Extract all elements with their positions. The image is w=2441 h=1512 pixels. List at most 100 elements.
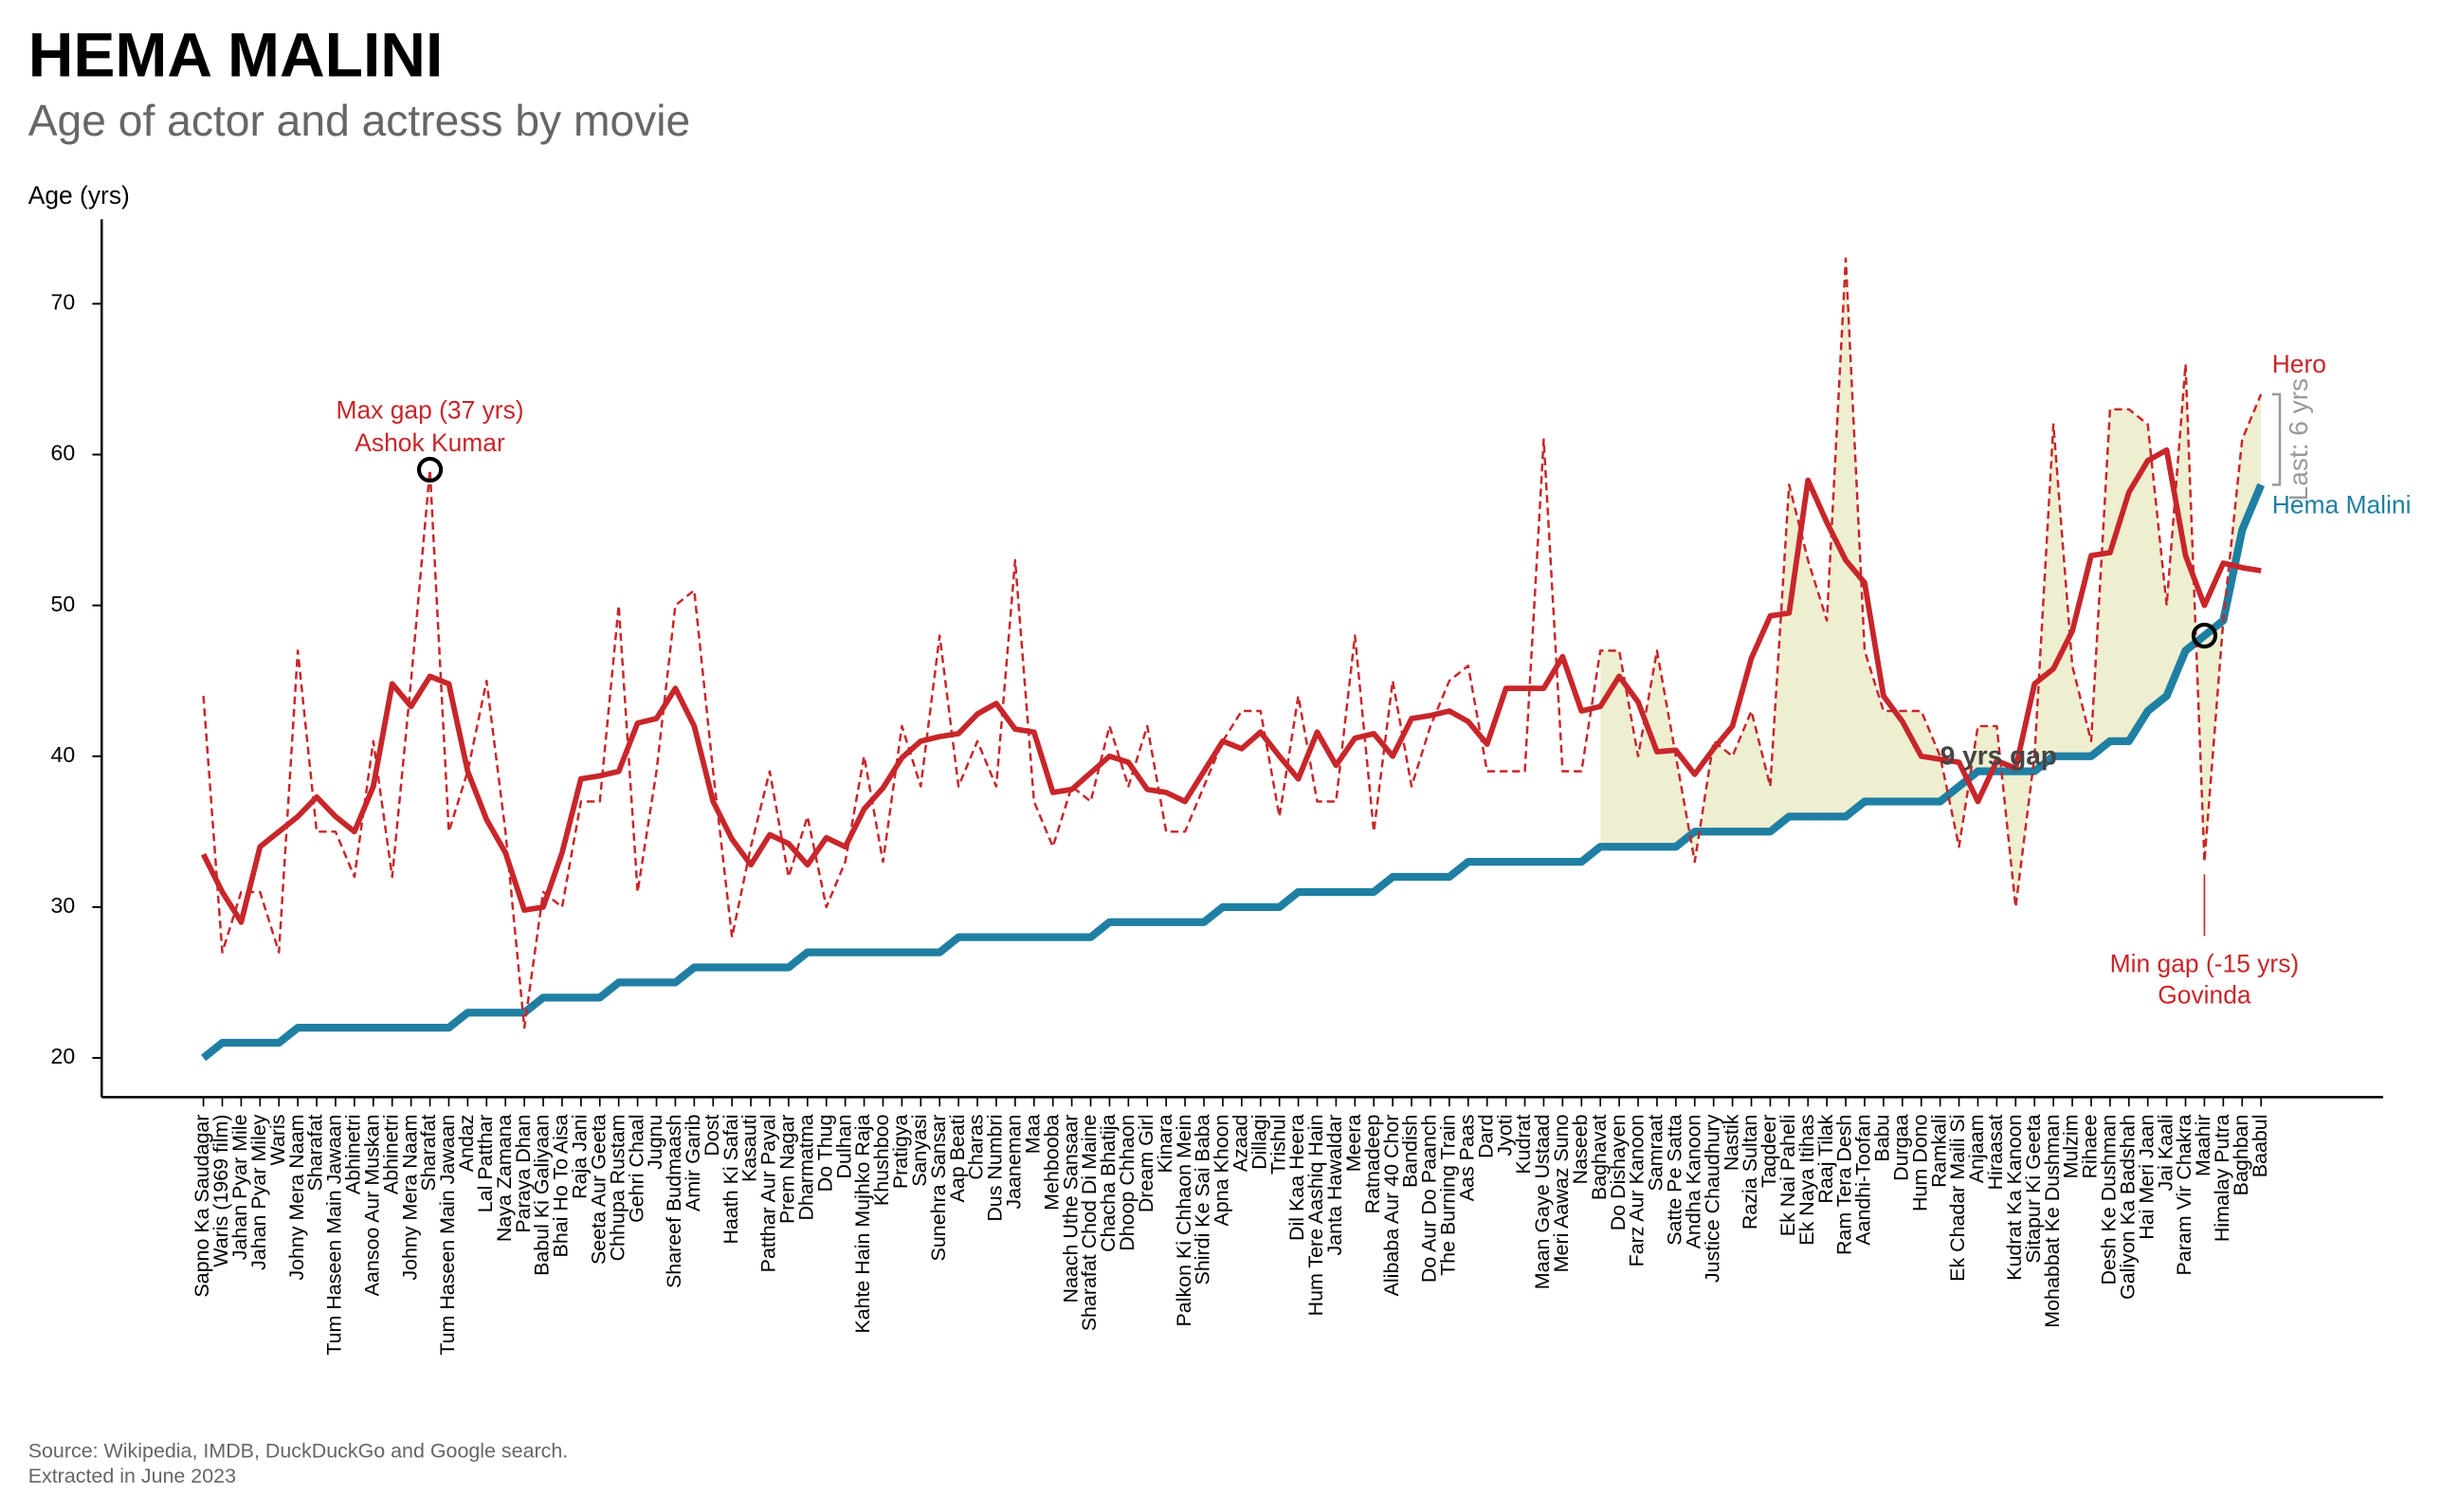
x-tick-label: Mulzim [2060, 1114, 2083, 1178]
x-tick-label: Dream Girl [1135, 1114, 1157, 1212]
x-tick-label: The Burning Train [1437, 1114, 1460, 1275]
x-tick-label: Ram Tera Desh [1833, 1114, 1856, 1255]
x-tick-label: Prem Nagar [776, 1114, 799, 1224]
x-tick-label: Sharafat Chod Di Maine [1078, 1114, 1101, 1331]
x-tick-label: Sanyasi [908, 1114, 931, 1186]
x-tick-label: Mohabbat Ke Dushman [2041, 1114, 2064, 1327]
x-tick-label: Babu [1871, 1114, 1894, 1161]
gap-shade [1600, 258, 2262, 907]
x-tick-label: Babul Ki Galiyaan [531, 1114, 554, 1275]
x-tick-label: Abhinetri [342, 1114, 365, 1194]
x-tick-label: Jugnu [644, 1114, 666, 1169]
y-tick-label: 50 [51, 592, 76, 616]
x-tick-label: Shirdi Ke Sai Baba [1192, 1114, 1214, 1284]
x-tick-label: Chhupa Rustam [606, 1114, 628, 1261]
annotation: Govinda [2158, 981, 2251, 1010]
x-tick-label: Mehbooba [1040, 1114, 1063, 1210]
x-tick-label: Charas [965, 1114, 988, 1179]
x-tick-label: Raaj Tilak [1814, 1114, 1837, 1203]
annotation: 9 yrs gap [1940, 741, 2057, 771]
x-tick-label: Chacha Bhatija [1097, 1114, 1120, 1251]
x-tick-label: Kudrat [1512, 1114, 1535, 1174]
x-tick-label: Naya Zamana [493, 1114, 516, 1242]
x-tick-label: Hiraasat [1984, 1114, 2007, 1190]
x-tick-label: Aas Paas [1455, 1114, 1478, 1201]
x-tick-label: Seeta Aur Geeta [587, 1114, 610, 1265]
max-gap-marker [416, 456, 444, 483]
x-tick-label: Kinara [1154, 1114, 1176, 1173]
x-tick-label: Lal Patthar [474, 1114, 497, 1212]
x-tick-label: Aap Beati [946, 1114, 969, 1202]
x-tick-label: Desh Ke Dushman [2098, 1114, 2121, 1284]
x-tick-label: Khushboo [870, 1114, 893, 1206]
x-tick-label: Andaz [455, 1114, 478, 1172]
x-tick-label: Ek Nai Paheli [1776, 1114, 1799, 1236]
x-tick-label: Trishul [1266, 1114, 1289, 1175]
x-tick-label: Razia Sultan [1739, 1114, 1761, 1230]
x-tick-label: Dost [701, 1114, 723, 1156]
legend-label: Hema Malini [2272, 490, 2412, 519]
x-tick-label: Tum Haseen Main Jawaan [436, 1114, 459, 1355]
x-tick-label: Rihaee [2079, 1114, 2102, 1178]
x-tick-label: Dus Numbri [984, 1114, 1007, 1221]
x-tick-label: Jaaneman [1003, 1114, 1026, 1209]
x-tick-label: Nastik [1720, 1114, 1742, 1171]
x-tick-label: Maa [1021, 1114, 1044, 1154]
x-tick-label: Meri Aawaz Suno [1550, 1114, 1573, 1272]
x-tick-label: Johny Mera Naam [285, 1114, 308, 1280]
x-tick-label: Hum Tere Aashiq Hain [1304, 1114, 1327, 1316]
chart-subtitle: Age of actor and actress by movie [28, 96, 691, 145]
x-tick-label: Sunehra Sansar [927, 1114, 950, 1261]
y-tick-label: 30 [51, 893, 76, 918]
x-tick-label: Aandhi-Toofan [1852, 1114, 1875, 1245]
x-tick-label: Jahan Pyar Mile [228, 1114, 251, 1260]
y-tick-label: 70 [51, 290, 76, 315]
x-tick-label: Gehri Chaal [625, 1114, 647, 1222]
series-line [201, 446, 2262, 925]
x-tick-label: Johny Mera Naam [398, 1114, 421, 1280]
x-tick-label: Jai Kaali [2154, 1114, 2177, 1191]
annotation: Min gap (-15 yrs) [2110, 950, 2300, 978]
x-tick-label: Kasauti [738, 1114, 761, 1182]
x-tick-label: Azaad [1230, 1114, 1252, 1172]
annotation: Last: 6 yrs [2284, 378, 2313, 501]
x-tick-label: Dard [1474, 1114, 1497, 1157]
x-tick-label: Param Vir Chakra [2173, 1114, 2195, 1275]
x-tick-label: Patthar Aur Payal [757, 1114, 780, 1272]
x-tick-label: Janta Hawaldar [1323, 1114, 1346, 1255]
x-tick-label: Maan Gaye Ustaad [1531, 1114, 1554, 1289]
x-tick-label: Dharmatma [794, 1114, 817, 1220]
x-tick-label: Shareef Budmaash [663, 1114, 685, 1288]
x-tick-label: Samraat [1645, 1114, 1667, 1191]
x-tick-label: Hai Meri Jaan [2135, 1114, 2158, 1239]
last-gap-bracket [2271, 392, 2282, 486]
x-tick-label: Hum Dono [1908, 1114, 1931, 1211]
annotation: Max gap (37 yrs) [336, 395, 523, 424]
x-tick-label: Anjaam [1965, 1114, 1988, 1183]
series-line [202, 257, 2263, 1029]
x-tick-label: Bhai Ho To Aisa [550, 1114, 573, 1257]
source-note: Extracted in June 2023 [28, 1465, 236, 1487]
x-tick-label: Farz Aur Kanoon [1626, 1114, 1649, 1266]
x-tick-label: Haath Ki Safai [720, 1114, 742, 1244]
x-tick-label: Baghban [2230, 1114, 2252, 1195]
x-tick-label: Pratigya [889, 1114, 912, 1189]
x-tick-label: Paraya Dhan [512, 1114, 535, 1232]
x-tick-label: Kudrat Ka Kanoon [2003, 1114, 2026, 1280]
x-tick-label: Tum Haseen Main Jawaan [323, 1114, 346, 1355]
x-tick-label: Sharafat [304, 1114, 327, 1191]
x-tick-label: Maahir [2192, 1114, 2214, 1176]
x-tick-label: Abhinetri [379, 1114, 402, 1194]
annotation: Ashok Kumar [355, 428, 505, 457]
x-tick-label: Ek Naya Itihas [1795, 1114, 1818, 1245]
x-tick-label: Ratnadeep [1361, 1114, 1384, 1213]
x-tick-label: Taqdeer [1758, 1114, 1780, 1187]
legend-label: Hero [2272, 350, 2326, 378]
x-tick-label: Baghavat [1588, 1114, 1611, 1200]
x-tick-label: Naach Uthe Sansaar [1059, 1114, 1082, 1303]
x-tick-label: Baabul [2249, 1114, 2271, 1177]
x-tick-label: Palkon Ki Chhaon Mein [1173, 1114, 1195, 1326]
x-tick-label: Waris [266, 1114, 289, 1165]
x-tick-label: Dulhan [832, 1114, 855, 1178]
x-tick-label: Apna Khoon [1211, 1114, 1233, 1226]
